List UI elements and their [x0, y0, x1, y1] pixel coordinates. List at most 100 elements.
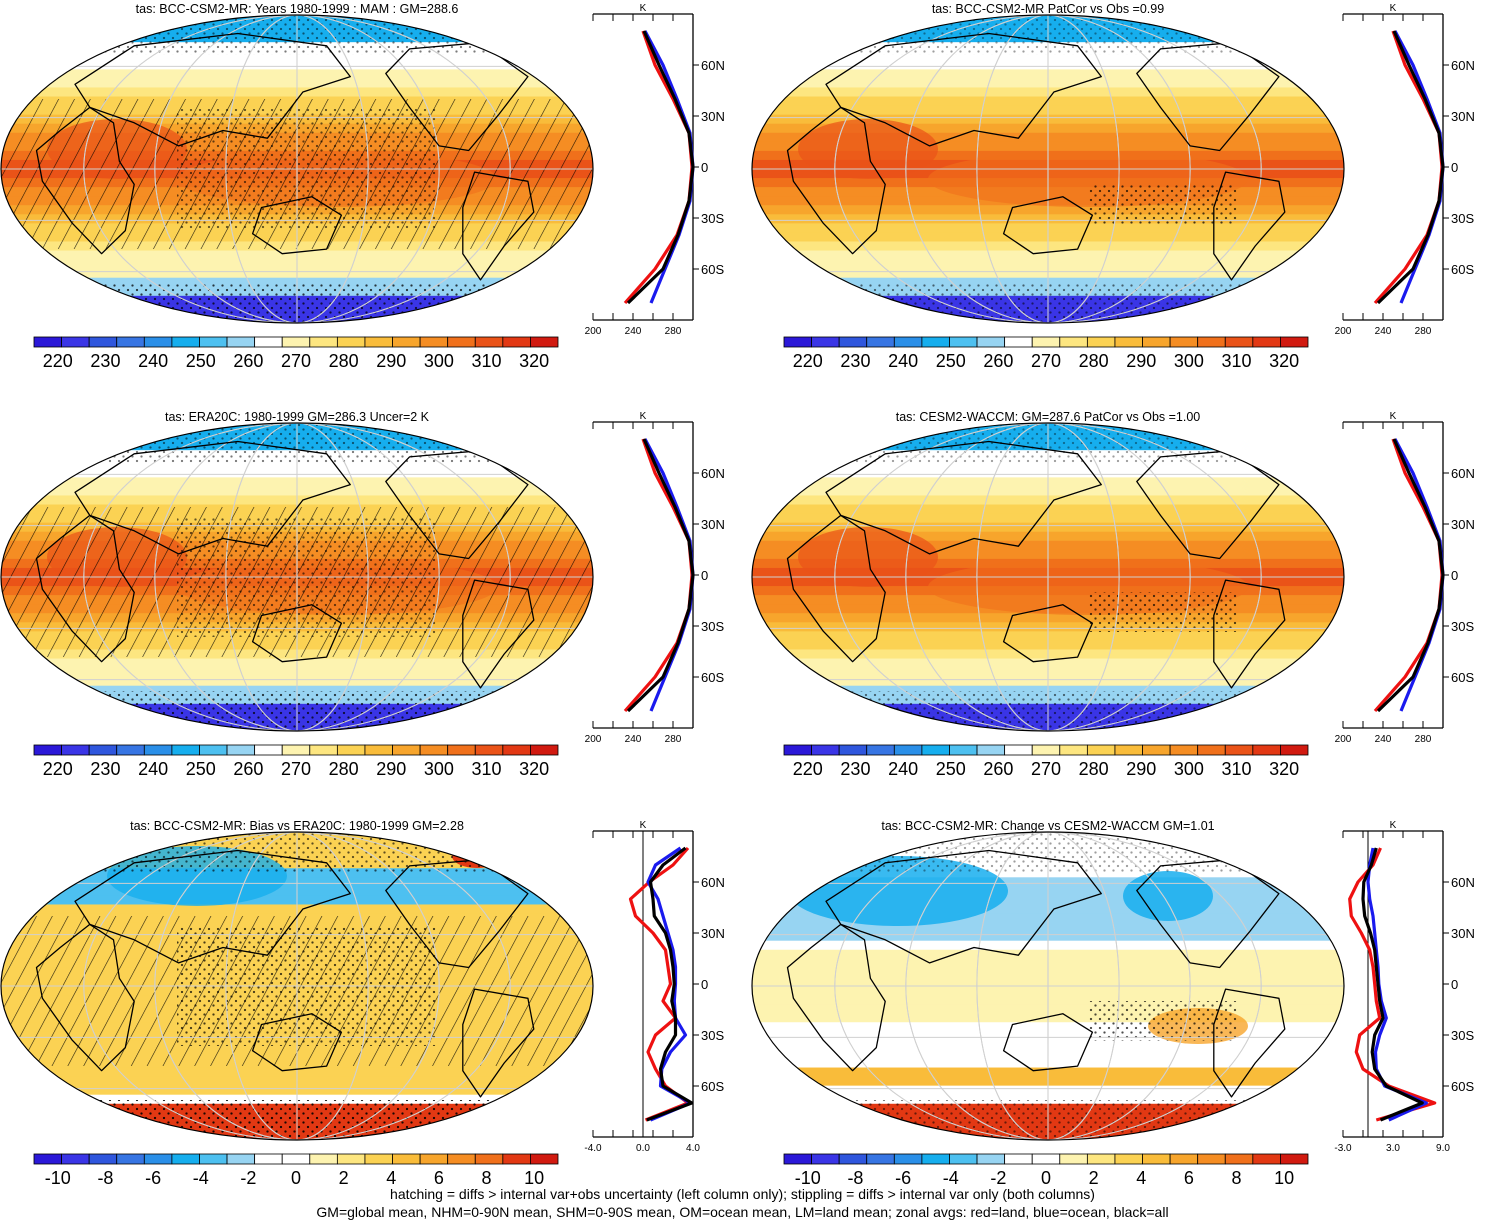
colorbar-label: 260	[983, 351, 1013, 371]
cold-change-blob	[1123, 871, 1213, 921]
zonal-lat-label: 30S	[701, 1028, 724, 1043]
zonal-x-label: 280	[665, 326, 682, 337]
colorbar-swatch	[199, 1154, 227, 1164]
colorbar-swatch	[89, 1154, 117, 1164]
colorbar-swatch	[949, 1154, 977, 1164]
colorbar-swatch	[784, 1154, 812, 1164]
colorbar-label: 4	[386, 1168, 396, 1188]
panel-title: tas: ERA20C: 1980-1999 GM=286.3 Uncer=2 …	[165, 410, 430, 424]
zonal-x-label: 4.0	[686, 1143, 700, 1154]
colorbar-swatch	[282, 337, 310, 347]
colorbar-swatch	[62, 1154, 90, 1164]
colorbar-swatch	[1198, 337, 1226, 347]
colorbar-swatch	[365, 337, 393, 347]
colorbar-label: 2	[1089, 1168, 1099, 1188]
colorbar-swatch	[420, 337, 448, 347]
colorbar-swatch	[337, 337, 365, 347]
colorbar-swatch	[393, 1154, 421, 1164]
colorbar-swatch	[922, 337, 950, 347]
colorbar-label: 250	[186, 759, 216, 779]
colorbar-swatch	[310, 1154, 338, 1164]
zonal-unit-label: K	[640, 411, 647, 422]
colorbar-label: 270	[1031, 351, 1061, 371]
colorbar-swatch	[1115, 1154, 1143, 1164]
colorbar-label: 250	[186, 351, 216, 371]
colorbar-swatch	[1198, 745, 1226, 755]
colorbar-swatch	[1143, 1154, 1171, 1164]
colorbar-swatch	[894, 1154, 922, 1164]
zonal-lat-label: 30S	[1451, 1028, 1474, 1043]
panel-title: tas: BCC-CSM2-MR: Bias vs ERA20C: 1980-1…	[130, 819, 464, 833]
colorbar-swatch	[894, 745, 922, 755]
colorbar-swatch	[1225, 337, 1253, 347]
colorbar-swatch	[34, 1154, 62, 1164]
zonal-lat-label: 60S	[1451, 262, 1474, 277]
zonal-line-land	[625, 439, 692, 711]
zonal-lat-label: 30N	[1451, 926, 1475, 941]
colorbar-label: -6	[895, 1168, 911, 1188]
colorbar-label: 270	[281, 351, 311, 371]
colorbar-swatch	[530, 745, 558, 755]
zonal-x-label: -4.0	[584, 1143, 602, 1154]
zonal-x-label: 280	[1415, 734, 1432, 745]
zonal-lat-label: 0	[701, 568, 708, 583]
colorbar-label: -2	[240, 1168, 256, 1188]
colorbar-swatch	[530, 337, 558, 347]
panel-3: tas: ERA20C: 1980-1999 GM=286.3 Uncer=2 …	[1, 410, 725, 779]
colorbar-swatch	[839, 337, 867, 347]
colorbar-swatch	[420, 1154, 448, 1164]
colorbar-label: 250	[936, 759, 966, 779]
colorbar-swatch	[1032, 1154, 1060, 1164]
colorbar-swatch	[949, 337, 977, 347]
colorbar-swatch	[1225, 1154, 1253, 1164]
colorbar-swatch	[144, 745, 172, 755]
colorbar-label: -8	[97, 1168, 113, 1188]
map-field	[752, 15, 1344, 324]
colorbar-label: 300	[424, 351, 454, 371]
map-field	[1, 832, 593, 1141]
colorbar-swatch	[922, 1154, 950, 1164]
colorbar-label: 0	[1041, 1168, 1051, 1188]
colorbar-label: 220	[43, 759, 73, 779]
colorbar-label: 6	[434, 1168, 444, 1188]
colorbar-swatch	[1280, 337, 1308, 347]
colorbar-label: 220	[793, 759, 823, 779]
zonal-x-label: 240	[625, 734, 642, 745]
colorbar-swatch	[117, 337, 145, 347]
colorbar-swatch	[977, 1154, 1005, 1164]
colorbar-swatch	[1032, 745, 1060, 755]
colorbar-swatch	[977, 337, 1005, 347]
colorbar-swatch	[310, 337, 338, 347]
zonal-lat-label: 30N	[1451, 517, 1475, 532]
colorbar-swatch	[448, 1154, 476, 1164]
colorbar-swatch	[1060, 1154, 1088, 1164]
zonal-x-label: 240	[625, 326, 642, 337]
colorbar-swatch	[1005, 337, 1033, 347]
colorbar-label: 4	[1136, 1168, 1146, 1188]
colorbar-swatch	[1115, 745, 1143, 755]
colorbar-label: 280	[329, 351, 359, 371]
zonal-x-label: 280	[665, 734, 682, 745]
panel-1: tas: BCC-CSM2-MR: Years 1980-1999 : MAM …	[1, 2, 725, 371]
colorbar-label: 290	[1126, 351, 1156, 371]
colorbar-swatch	[1280, 1154, 1308, 1164]
zonal-line-land	[1375, 439, 1442, 711]
colorbar-label: 300	[424, 759, 454, 779]
zonal-line-land	[631, 848, 689, 1120]
zonal-lat-label: 60N	[1451, 58, 1475, 73]
zonal-lat-label: 60S	[1451, 1079, 1474, 1094]
zonal-line-ocean	[645, 439, 693, 711]
colorbar-label: 6	[1184, 1168, 1194, 1188]
colorbar-label: 310	[472, 759, 502, 779]
zonal-x-label: 200	[1335, 326, 1352, 337]
footer-note-line1: hatching = diffs > internal var+obs unce…	[0, 1186, 1485, 1202]
zonal-lat-label: 60S	[1451, 670, 1474, 685]
colorbar-swatch	[784, 337, 812, 347]
colorbar-label: 280	[1079, 351, 1109, 371]
zonal-unit-label: K	[1390, 3, 1397, 14]
colorbar-swatch	[144, 1154, 172, 1164]
colorbar-swatch	[1253, 1154, 1281, 1164]
colorbar-swatch	[1253, 745, 1281, 755]
